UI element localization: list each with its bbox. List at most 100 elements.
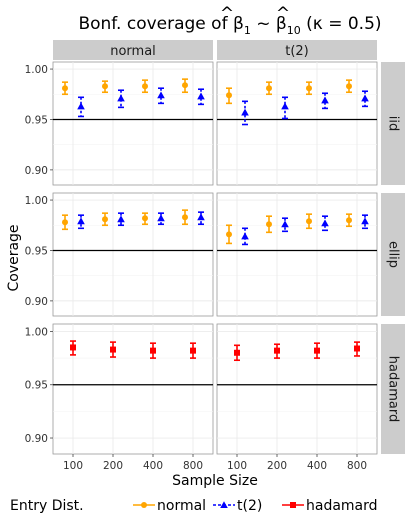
data-point bbox=[354, 345, 360, 352]
legend-key bbox=[133, 502, 155, 508]
x-tick-label: 200 bbox=[103, 460, 123, 472]
data-point bbox=[346, 83, 352, 90]
data-point bbox=[197, 213, 205, 221]
facet-label-col: normal bbox=[110, 44, 156, 59]
data-point bbox=[266, 85, 272, 92]
y-tick-label: 0.95 bbox=[25, 245, 48, 257]
data-series bbox=[241, 214, 369, 246]
data-point bbox=[142, 215, 148, 222]
y-tick-label: 1.00 bbox=[25, 326, 48, 338]
facet-label-row: iid bbox=[386, 116, 401, 131]
title-beta-1: β bbox=[233, 14, 244, 34]
panel-background bbox=[216, 192, 378, 317]
facet-label-row: ellip bbox=[386, 241, 401, 268]
x-tick-label: 400 bbox=[143, 460, 163, 472]
legend-key bbox=[282, 502, 304, 508]
legend-label: normal bbox=[157, 498, 206, 514]
x-tick-label: 100 bbox=[63, 460, 83, 472]
y-tick-label: 0.90 bbox=[25, 165, 48, 177]
data-point bbox=[110, 346, 116, 353]
title-sub-2: 10 bbox=[287, 24, 301, 37]
chart-title: Bonf. coverage of β1 ~ β10 (κ = 0.5) bbox=[78, 14, 381, 37]
facet-label-col: t(2) bbox=[285, 44, 309, 59]
data-point bbox=[150, 347, 156, 354]
data-series bbox=[62, 209, 188, 231]
y-tick-label: 0.95 bbox=[25, 380, 48, 392]
legend-label: hadamard bbox=[306, 498, 378, 514]
legend: Entry Dist. normal t(2) hadamard bbox=[10, 498, 378, 514]
y-tick-label: 0.90 bbox=[25, 433, 48, 445]
data-point bbox=[321, 219, 329, 227]
data-point bbox=[117, 215, 125, 223]
x-tick-label: 100 bbox=[227, 460, 247, 472]
data-point bbox=[234, 349, 240, 356]
y-tick-label: 0.95 bbox=[25, 114, 48, 126]
title-prefix: Bonf. coverage of bbox=[78, 14, 233, 34]
data-series bbox=[241, 90, 369, 126]
data-point bbox=[266, 221, 272, 228]
data-point bbox=[226, 92, 232, 99]
data-point bbox=[274, 347, 280, 354]
data-point bbox=[281, 102, 289, 110]
data-point bbox=[197, 92, 205, 100]
data-point bbox=[226, 231, 232, 238]
facet-panel bbox=[216, 192, 378, 317]
facet-strip-col bbox=[53, 40, 213, 60]
y-tick-label: 1.00 bbox=[25, 64, 48, 76]
data-series bbox=[62, 78, 188, 96]
y-tick-label: 0.90 bbox=[25, 296, 48, 308]
data-point bbox=[306, 85, 312, 92]
data-point bbox=[190, 347, 196, 354]
title-beta-2: β bbox=[276, 14, 287, 34]
panel-background bbox=[216, 61, 378, 186]
title-tilde: ~ bbox=[251, 14, 276, 34]
title-hat-2: ^ bbox=[276, 4, 290, 24]
data-point bbox=[157, 91, 165, 99]
data-point bbox=[220, 501, 228, 509]
legend-label: t(2) bbox=[237, 498, 262, 514]
data-point bbox=[62, 219, 68, 226]
data-point bbox=[157, 214, 165, 222]
data-point bbox=[361, 94, 369, 102]
data-point bbox=[314, 347, 320, 354]
plot-area: normal t(2) iid ellip hadamard 0.90 0.95 1.00 0.… bbox=[6, 40, 405, 514]
data-point bbox=[142, 83, 148, 90]
data-point bbox=[102, 83, 108, 90]
x-axis-title: Sample Size bbox=[172, 473, 258, 489]
data-point bbox=[70, 344, 76, 351]
data-series bbox=[70, 340, 196, 359]
data-point bbox=[102, 216, 108, 223]
facet-panel bbox=[52, 192, 214, 317]
data-point bbox=[306, 218, 312, 225]
y-axis-title: Coverage bbox=[6, 224, 22, 291]
data-series bbox=[77, 87, 205, 118]
facet-panel bbox=[216, 61, 378, 186]
data-point bbox=[290, 502, 296, 508]
legend-title: Entry Dist. bbox=[10, 498, 84, 514]
facet-strip-row bbox=[381, 324, 405, 454]
data-point bbox=[241, 108, 249, 116]
data-point bbox=[361, 217, 369, 225]
y-tick-label: 1.00 bbox=[25, 195, 48, 207]
data-series bbox=[226, 213, 352, 245]
title-kappa: (κ = 0.5) bbox=[301, 14, 382, 34]
data-point bbox=[141, 502, 147, 508]
x-tick-label: 800 bbox=[347, 460, 367, 472]
data-point bbox=[281, 220, 289, 228]
title-hat-1: ^ bbox=[220, 4, 234, 24]
data-point bbox=[346, 217, 352, 224]
legend-key bbox=[213, 501, 235, 509]
data-point bbox=[182, 82, 188, 89]
data-point bbox=[241, 232, 249, 240]
facet-strip-col bbox=[217, 40, 377, 60]
facet-strip-row bbox=[381, 62, 405, 185]
x-tick-label: 200 bbox=[267, 460, 287, 472]
data-series bbox=[226, 79, 352, 105]
panel-background bbox=[52, 192, 214, 317]
facet-panel bbox=[52, 61, 214, 186]
x-tick-label: 800 bbox=[183, 460, 203, 472]
title-sub-1: 1 bbox=[244, 24, 251, 37]
facet-strip-row bbox=[381, 193, 405, 316]
panel-background bbox=[52, 61, 214, 186]
